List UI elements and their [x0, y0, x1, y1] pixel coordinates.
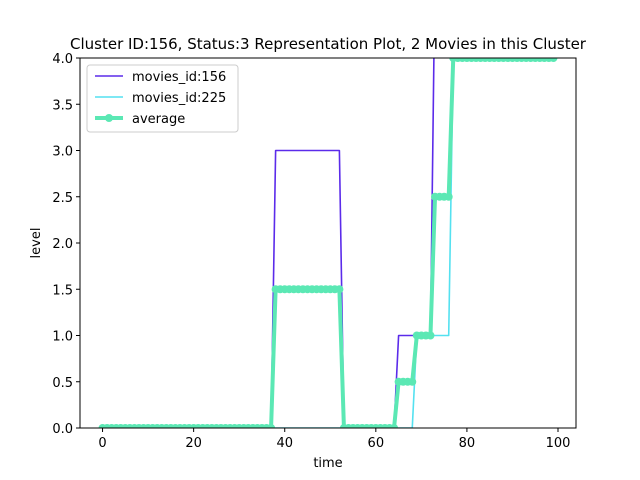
data-point	[426, 331, 435, 340]
y-tick-label: 3.0	[52, 145, 73, 160]
data-point	[549, 58, 558, 62]
x-tick-label: 40	[276, 436, 293, 451]
data-point	[335, 285, 344, 294]
chart-title: Cluster ID:156, Status:3 Representation …	[70, 35, 587, 53]
x-tick-label: 100	[546, 436, 571, 451]
legend-label: movies_id:225	[132, 91, 226, 106]
y-tick-label: 0.5	[52, 376, 73, 391]
legend-label: movies_id:156	[132, 70, 226, 85]
y-tick-label: 0.0	[52, 422, 73, 437]
x-axis: 0 20 40 60 80 100	[98, 428, 570, 451]
y-axis-label: level	[29, 228, 44, 259]
y-tick-label: 2.5	[52, 191, 73, 206]
y-tick-label: 1.5	[52, 283, 73, 298]
data-point	[390, 424, 399, 428]
y-tick-label: 2.0	[52, 237, 73, 252]
data-point	[408, 377, 417, 386]
legend-box	[86, 64, 239, 133]
x-axis-label: time	[313, 456, 342, 471]
x-tick-label: 60	[368, 436, 385, 451]
x-tick-label: 0	[98, 436, 106, 451]
y-axis: 0.0 0.5 1.0 1.5 2.0 2.5 3.0 3.5 4.0	[52, 52, 80, 437]
data-point	[444, 192, 453, 201]
series-average	[98, 58, 558, 428]
y-tick-label: 4.0	[52, 52, 73, 67]
series-line-movies-id-156	[102, 58, 435, 428]
x-tick-label: 20	[185, 436, 202, 451]
legend-label: average	[132, 112, 185, 127]
legend-marker	[105, 114, 113, 122]
legend-entry-movies-id-156: movies_id:156	[95, 70, 226, 85]
legend-entry-average: average	[95, 112, 185, 127]
x-tick-label: 80	[459, 436, 476, 451]
y-tick-label: 1.0	[52, 330, 73, 345]
series-movies-id-156	[102, 58, 435, 428]
legend-entry-movies-id-225: movies_id:225	[95, 91, 226, 106]
y-tick-label: 3.5	[52, 98, 73, 113]
series-layer	[98, 58, 558, 428]
data-point	[267, 424, 276, 428]
